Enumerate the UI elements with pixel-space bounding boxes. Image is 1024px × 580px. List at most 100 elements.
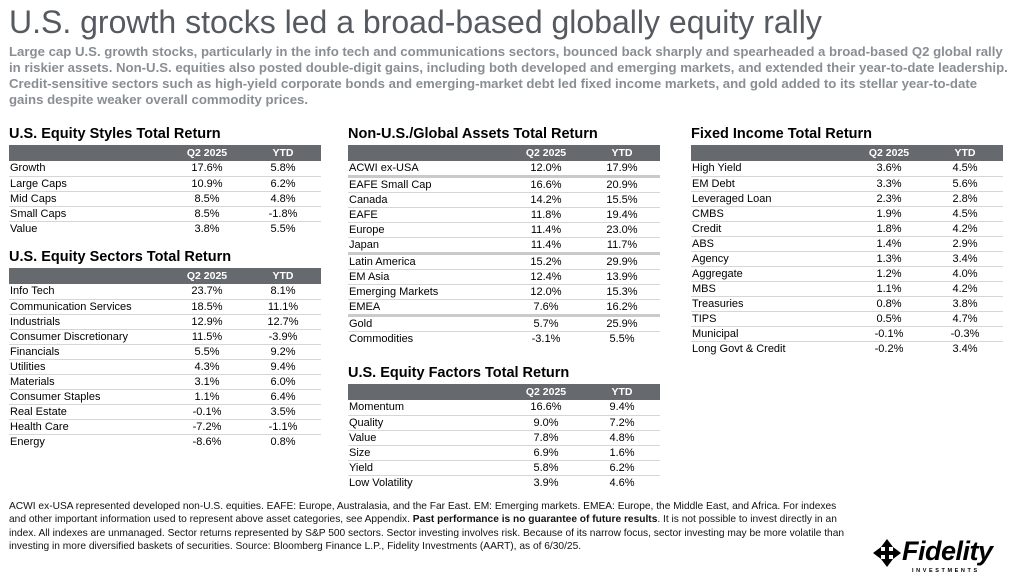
table-row: Health Care -7.2% -1.1% — [9, 419, 321, 435]
row-q2-value: 2.3% — [851, 191, 927, 207]
row-label: EM Asia — [348, 269, 508, 285]
row-ytd-value: -0.3% — [927, 326, 1003, 342]
row-label: ABS — [691, 236, 851, 252]
row-ytd-value: 6.0% — [245, 374, 321, 390]
row-ytd-value: 7.2% — [584, 415, 660, 431]
fidelity-arrow-icon — [873, 539, 901, 567]
col-header-ytd: YTD — [245, 145, 321, 161]
row-ytd-value: 3.8% — [927, 296, 1003, 312]
row-ytd-value: -3.9% — [245, 329, 321, 345]
factors-title: U.S. Equity Factors Total Return — [348, 365, 570, 381]
styles-table: Q2 2025 YTD Growth 17.6% 5.8% Large Caps 10.… — [9, 145, 321, 236]
row-ytd-value: 12.7% — [245, 314, 321, 330]
row-label: Size — [348, 445, 508, 461]
row-q2-value: 5.8% — [508, 460, 584, 476]
row-q2-value: 6.9% — [508, 445, 584, 461]
row-ytd-value: 4.8% — [584, 430, 660, 446]
col-header-q2: Q2 2025 — [851, 145, 927, 161]
table-row: Municipal -0.1% -0.3% — [691, 326, 1003, 342]
row-q2-value: 0.5% — [851, 311, 927, 327]
row-q2-value: -0.1% — [169, 404, 245, 420]
table-row: Value 3.8% 5.5% — [9, 221, 321, 236]
page-subtitle: Large cap U.S. growth stocks, particular… — [9, 44, 1008, 107]
row-ytd-value: 6.2% — [245, 176, 321, 192]
table-row: Consumer Staples 1.1% 6.4% — [9, 389, 321, 405]
row-label: Leveraged Loan — [691, 191, 851, 207]
row-label: Real Estate — [9, 404, 169, 420]
row-q2-value: 8.5% — [169, 206, 245, 222]
row-ytd-value: 5.5% — [609, 333, 635, 346]
table-row: TIPS 0.5% 4.7% — [691, 311, 1003, 327]
table-row: Gold 5.7% 25.9% — [348, 315, 660, 332]
sectors-title: U.S. Equity Sectors Total Return — [9, 249, 232, 265]
table-row: CMBS 1.9% 4.5% — [691, 206, 1003, 222]
row-label: Financials — [9, 344, 169, 360]
row-ytd-value: 20.9% — [584, 176, 660, 193]
fixed-income-section: Fixed Income Total Return Q2 2025 YTD Hi… — [691, 125, 1003, 356]
row-q2-value: 17.6% — [169, 161, 245, 177]
table-row: Credit 1.8% 4.2% — [691, 221, 1003, 237]
table-row: EM Debt 3.3% 5.6% — [691, 176, 1003, 192]
row-q2-value: 12.4% — [508, 269, 584, 285]
row-q2-value: -0.1% — [851, 326, 927, 342]
row-ytd-value: 2.8% — [927, 191, 1003, 207]
table-row: Long Govt & Credit -0.2% 3.4% — [691, 341, 1003, 356]
col-header-q2: Q2 2025 — [508, 384, 584, 400]
row-label: Credit — [691, 221, 851, 237]
fidelity-logo: Fidelity INVESTMENTS — [872, 536, 1018, 576]
global-table: Q2 2025 YTD ACWI ex-USA 12.0% 17.9% EAFE Sm… — [348, 145, 660, 347]
row-label: Value — [10, 222, 38, 235]
row-label: Japan — [348, 237, 508, 255]
row-q2-value: 23.7% — [169, 284, 245, 300]
row-q2-value: 11.4% — [508, 222, 584, 238]
row-q2-value: 1.2% — [851, 266, 927, 282]
row-q2-value: 0.8% — [851, 296, 927, 312]
row-label: Materials — [9, 374, 169, 390]
row-label: Emerging Markets — [348, 284, 508, 300]
row-q2-value: 18.5% — [169, 299, 245, 315]
row-ytd-value: 5.5% — [270, 222, 296, 235]
footnote-text-1: ACWI ex-USA represented developed non-U.… — [9, 501, 837, 526]
row-label: Health Care — [9, 419, 169, 435]
col-header-name — [9, 268, 169, 284]
table-row: Yield 5.8% 6.2% — [348, 460, 660, 476]
table-row: EAFE 11.8% 19.4% — [348, 207, 660, 223]
table-row: Commodities -3.1% 5.5% — [348, 332, 660, 347]
row-label: TIPS — [691, 311, 851, 327]
row-q2-value: 12.0% — [508, 284, 584, 300]
table-row: Utilities 4.3% 9.4% — [9, 359, 321, 375]
row-ytd-value: 5.8% — [245, 161, 321, 177]
table-row: Communication Services 18.5% 11.1% — [9, 299, 321, 315]
row-q2-value: 15.2% — [508, 253, 584, 270]
row-ytd-value: 11.7% — [584, 237, 660, 255]
row-q2-value: 11.8% — [508, 207, 584, 223]
row-ytd-value: 4.0% — [927, 266, 1003, 282]
col-header-name — [691, 145, 851, 161]
col-header-ytd: YTD — [245, 268, 321, 284]
row-q2-value: 5.7% — [508, 315, 584, 332]
row-ytd-value: 6.4% — [245, 389, 321, 405]
table-row: Consumer Discretionary 11.5% -3.9% — [9, 329, 321, 345]
table-row: EAFE Small Cap 16.6% 20.9% — [348, 176, 660, 193]
col-header-q2: Q2 2025 — [169, 145, 245, 161]
row-ytd-value: 17.9% — [584, 161, 660, 178]
row-ytd-value: -1.8% — [245, 206, 321, 222]
row-label: MBS — [691, 281, 851, 297]
row-label: Industrials — [9, 314, 169, 330]
row-label: Growth — [9, 161, 169, 177]
row-ytd-value: 4.8% — [245, 191, 321, 207]
sectors-section: U.S. Equity Sectors Total Return Q2 2025… — [9, 248, 321, 449]
footnote-disclaimer: Past performance is no guarantee of futu… — [412, 514, 658, 526]
row-q2-value: 7.6% — [508, 299, 584, 317]
row-ytd-value: 11.1% — [245, 299, 321, 315]
row-label: Latin America — [348, 253, 508, 270]
footnote: ACWI ex-USA represented developed non-U.… — [9, 500, 849, 554]
row-ytd-value: 4.5% — [927, 161, 1003, 177]
row-q2-value: 3.1% — [169, 374, 245, 390]
table-row: Materials 3.1% 6.0% — [9, 374, 321, 390]
row-q2-value: 16.6% — [508, 176, 584, 193]
table-row: Aggregate 1.2% 4.0% — [691, 266, 1003, 282]
col-header-ytd: YTD — [584, 145, 660, 161]
row-q2-value: 1.9% — [851, 206, 927, 222]
row-ytd-value: 9.4% — [584, 400, 660, 416]
